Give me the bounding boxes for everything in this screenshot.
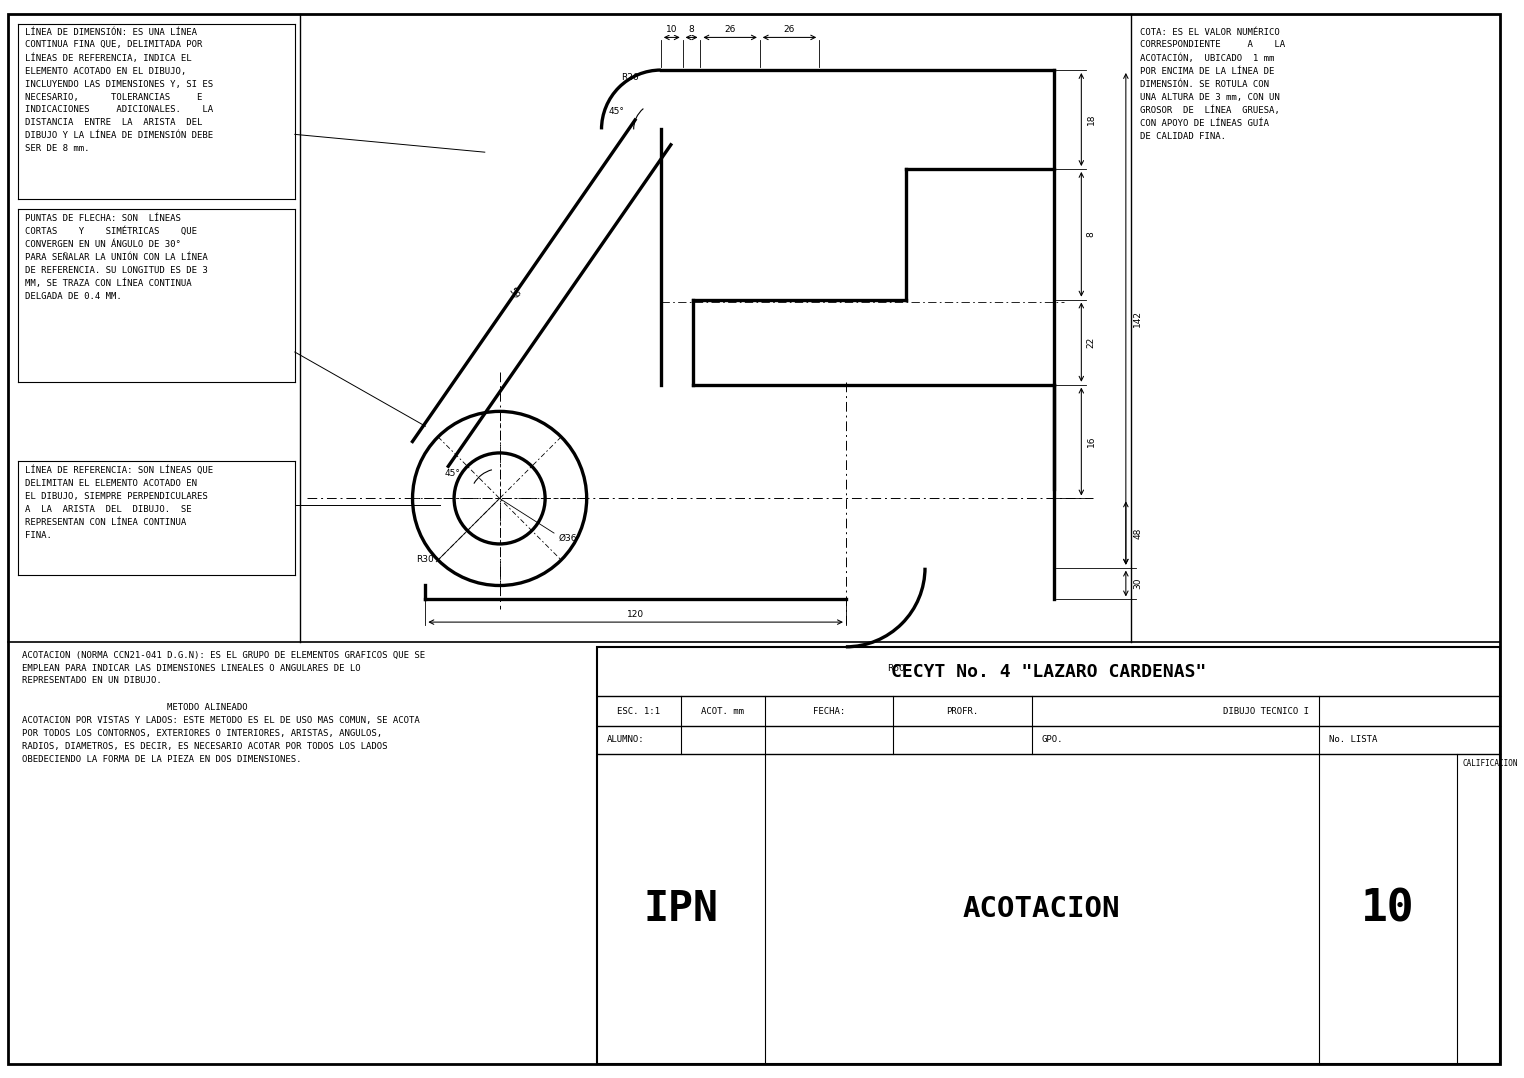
Text: ACOT. mm: ACOT. mm <box>701 707 744 716</box>
Text: R60: R60 <box>887 664 905 673</box>
Text: PUNTAS DE FLECHA: SON  LÍNEAS
CORTAS    Y    SIMÉTRICAS    QUE
CONVERGEN EN UN Á: PUNTAS DE FLECHA: SON LÍNEAS CORTAS Y SI… <box>24 213 207 301</box>
Text: ACOTACION POR VISTAS Y LADOS: ESTE METODO ES EL DE USO MAS COMUN, SE ACOTA
POR T: ACOTACION POR VISTAS Y LADOS: ESTE METOD… <box>21 716 419 763</box>
Text: DIBUJO TECNICO I: DIBUJO TECNICO I <box>1222 707 1309 716</box>
Text: 22: 22 <box>1087 336 1096 348</box>
Text: R26: R26 <box>622 73 639 83</box>
Text: 45°: 45° <box>608 107 625 116</box>
Text: ACOTACION (NORMA CCN21-041 D.G.N): ES EL GRUPO DE ELEMENTOS GRAFICOS QUE SE
EMPL: ACOTACION (NORMA CCN21-041 D.G.N): ES EL… <box>21 651 425 686</box>
Text: METODO ALINEADO: METODO ALINEADO <box>168 703 248 713</box>
Text: ESC. 1:1: ESC. 1:1 <box>617 707 660 716</box>
Text: No. LISTA: No. LISTA <box>1329 735 1378 744</box>
Text: GPO.: GPO. <box>1042 735 1064 744</box>
Text: 8: 8 <box>689 25 695 34</box>
Text: 8: 8 <box>1087 232 1096 237</box>
Text: 26: 26 <box>724 25 736 34</box>
Text: 18: 18 <box>1087 114 1096 125</box>
Text: ALUMNO:: ALUMNO: <box>607 735 645 744</box>
Text: CALIFICACION: CALIFICACION <box>1462 759 1518 768</box>
Text: LÍNEA DE REFERENCIA: SON LÍNEAS QUE
DELIMITAN EL ELEMENTO ACOTADO EN
EL DIBUJO, : LÍNEA DE REFERENCIA: SON LÍNEAS QUE DELI… <box>24 466 213 540</box>
Text: 10: 10 <box>1361 887 1414 930</box>
Text: COTA: ES EL VALOR NUMÉRICO
CORRESPONDIENTE     A    LA
ACOTACIÓN,  UBICADO  1 mm: COTA: ES EL VALOR NUMÉRICO CORRESPONDIEN… <box>1140 28 1285 141</box>
Text: ACOTACION: ACOTACION <box>963 895 1120 923</box>
Bar <box>596 647 1500 1064</box>
Text: 48: 48 <box>1134 527 1141 539</box>
Text: LÍNEA DE DIMENSIÓN: ES UNA LÍNEA
CONTINUA FINA QUE, DELIMITADA POR
LÍNEAS DE REF: LÍNEA DE DIMENSIÓN: ES UNA LÍNEA CONTINU… <box>24 28 213 153</box>
Text: 45°: 45° <box>443 469 460 479</box>
Text: 30: 30 <box>1134 578 1141 590</box>
Text: 26: 26 <box>783 25 796 34</box>
Text: R30: R30 <box>416 555 434 564</box>
Text: 16: 16 <box>1087 436 1096 447</box>
Text: IPN: IPN <box>643 888 718 930</box>
Text: Ø36: Ø36 <box>559 534 578 542</box>
Text: 120: 120 <box>626 610 645 619</box>
Text: 59: 59 <box>507 286 521 301</box>
Text: 10: 10 <box>666 25 678 34</box>
Text: CECYT No. 4 "LAZARO CARDENAS": CECYT No. 4 "LAZARO CARDENAS" <box>890 663 1205 680</box>
Text: 142: 142 <box>1134 310 1141 328</box>
Text: FECHA:: FECHA: <box>812 707 846 716</box>
Text: PROFR.: PROFR. <box>946 707 978 716</box>
